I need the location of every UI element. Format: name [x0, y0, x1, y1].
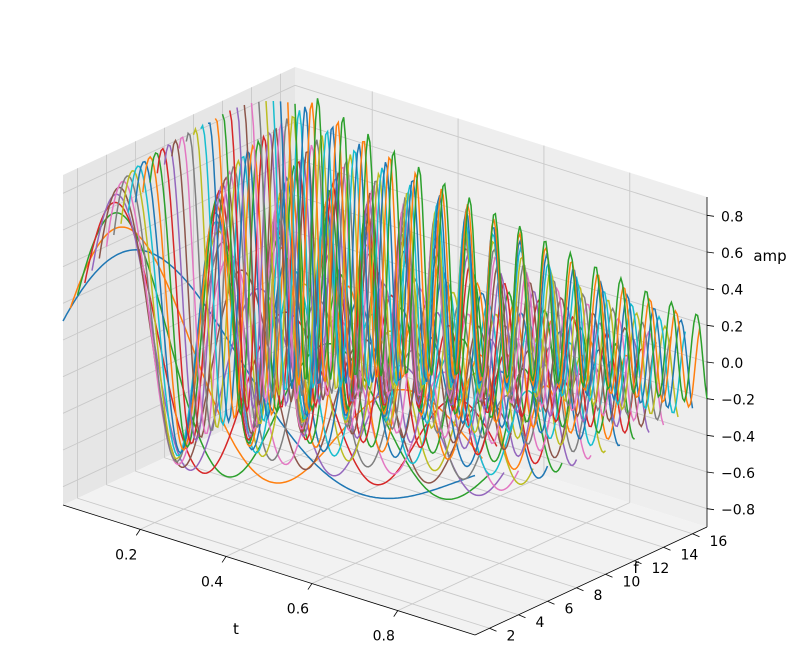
y-tick	[663, 546, 671, 551]
series-line	[229, 110, 643, 435]
z-tick	[706, 398, 715, 401]
x-tick-label: 0.4	[201, 574, 223, 590]
grid-line-z-side	[62, 304, 296, 414]
y-tick-label: 10	[623, 574, 641, 590]
y-tick-label: 8	[594, 588, 603, 604]
tick-group: 0.2 0.4 0.6 0.8 2 4 6 8 10 12 14 16 −0.8 −0.6 −0.4 −0.2…	[115, 209, 755, 644]
z-tick-label: −0.8	[721, 503, 755, 519]
y-tick	[518, 614, 526, 619]
z-tick	[706, 214, 715, 217]
z-tick	[706, 434, 715, 437]
y-tick	[692, 533, 700, 538]
z-tick-label: 0.2	[721, 319, 743, 335]
grid-line-x-floor	[311, 475, 545, 584]
y-tick	[547, 600, 555, 605]
x-tick-label: 0.6	[287, 602, 309, 618]
grid-line-z-side	[62, 84, 296, 194]
x-tick-label: 0.8	[373, 629, 395, 645]
grid-line-y-floor	[193, 443, 606, 575]
z-tick	[706, 288, 715, 291]
z-tick-label: 0.0	[721, 356, 743, 372]
y-tick-label: 4	[536, 615, 545, 631]
y-tick	[576, 587, 584, 592]
z-tick	[706, 361, 715, 364]
z-tick	[706, 251, 715, 254]
x-axis-line	[62, 504, 476, 636]
z-tick-label: 0.8	[721, 209, 743, 225]
x-tick	[393, 610, 399, 617]
z-tick-label: −0.2	[721, 393, 755, 409]
y-tick-label: 12	[652, 561, 670, 577]
y-axis-line	[474, 526, 708, 636]
grid-line-y-floor	[222, 430, 635, 562]
y-tick	[489, 627, 497, 632]
grid-line-x-floor	[397, 502, 630, 612]
grid-line-x-floor	[140, 420, 373, 530]
z-tick	[706, 324, 715, 327]
grid-line-y-floor	[77, 497, 490, 629]
grid-line-z-back	[294, 84, 708, 216]
floor-pane	[63, 397, 707, 635]
x-tick-label: 0.2	[115, 547, 137, 563]
z-tick-label: 0.6	[721, 246, 743, 262]
y-axis-label: f	[633, 559, 639, 577]
y-tick-label: 14	[681, 547, 699, 563]
y-tick	[605, 573, 613, 578]
grid-line-z-side	[62, 121, 296, 231]
z-tick-label: −0.4	[721, 429, 755, 445]
y-tick	[634, 560, 642, 565]
z-tick	[706, 471, 715, 474]
series-group	[62, 98, 708, 501]
x-tick	[307, 583, 313, 590]
z-tick-label: −0.6	[721, 466, 755, 482]
x-tick	[221, 556, 227, 563]
y-tick-label: 2	[507, 628, 516, 644]
grid-line-y-floor	[135, 470, 548, 602]
series-line	[156, 147, 571, 465]
grid-line-z-back	[294, 121, 708, 253]
series-line	[272, 100, 687, 414]
grid-line-x-floor	[225, 448, 459, 557]
y-tick-label: 6	[565, 601, 574, 617]
grid-line-y-floor	[106, 484, 519, 616]
z-axis-label: amp	[753, 247, 786, 265]
x-tick	[135, 529, 141, 536]
series-line	[185, 131, 599, 453]
grid-line-z-side	[62, 158, 296, 268]
z-tick-label: 0.4	[721, 283, 743, 299]
z-tick	[706, 508, 715, 511]
grid-line-z-back	[294, 158, 708, 290]
y-tick-label: 16	[710, 534, 728, 550]
grid-line-y-floor	[164, 457, 577, 589]
series-line	[294, 98, 708, 404]
x-axis-label: t	[233, 620, 239, 638]
